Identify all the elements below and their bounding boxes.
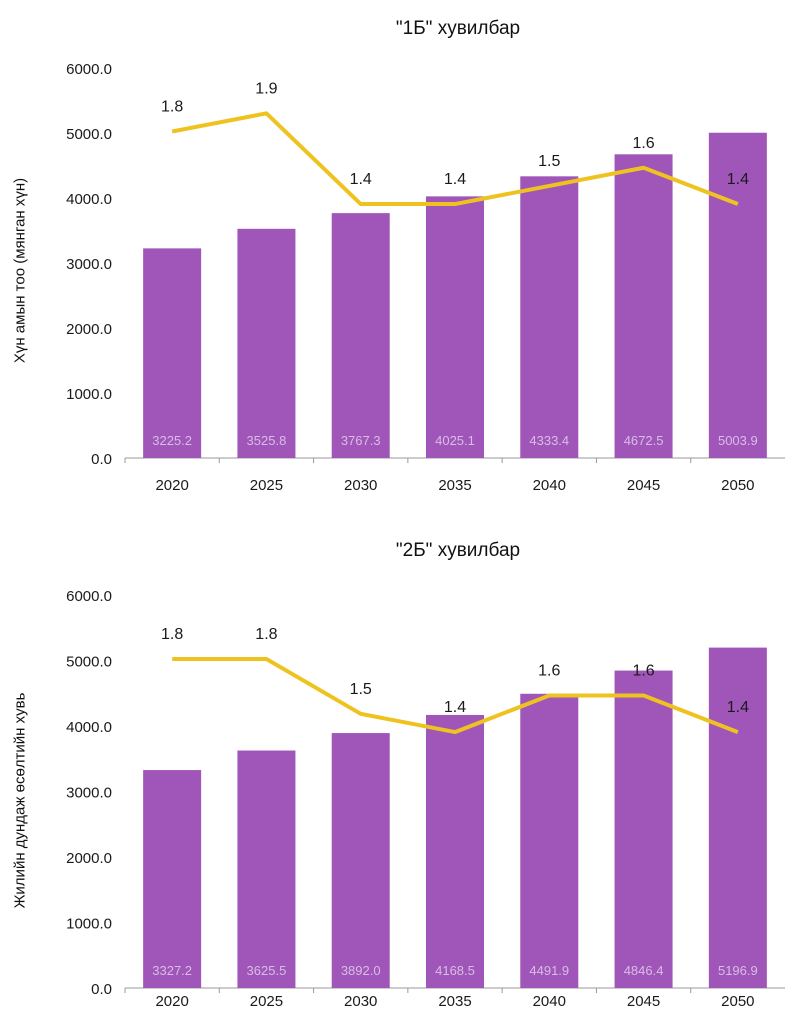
bar (143, 248, 202, 458)
growth-rate-line (172, 656, 739, 735)
bar-value-label: 4025.1 (435, 433, 475, 448)
y-tick-label: 1000.0 (66, 386, 112, 403)
bar-value-label: 3892.0 (341, 963, 381, 978)
bar-value-label: 3525.8 (247, 433, 287, 448)
x-tick-label: 2020 (155, 993, 188, 1010)
y-tick-label: 4000.0 (66, 719, 112, 736)
bar-value-label: 3767.3 (341, 433, 381, 448)
line-value-label: 1.5 (350, 681, 372, 698)
x-tick-label: 2040 (533, 477, 566, 494)
chart-1b-plot: 0.0 1000.0 2000.0 3000.0 4000.0 5000.0 6000.0 3… (66, 61, 785, 494)
bar (237, 750, 296, 988)
x-tick-label: 2035 (438, 993, 471, 1010)
y-tick-label: 0.0 (91, 981, 112, 998)
x-tick-label: 2030 (344, 993, 377, 1010)
y-tick-label: 3000.0 (66, 256, 112, 273)
bar (331, 733, 390, 988)
x-tick-label: 2050 (721, 993, 754, 1010)
line-value-label: 1.9 (255, 80, 277, 97)
y-tick-label: 1000.0 (66, 916, 112, 933)
bar (614, 670, 673, 988)
line-value-label: 1.4 (350, 171, 372, 188)
growth-rate-line (171, 111, 739, 207)
x-tick-label: 2045 (627, 477, 660, 494)
y-tick-label: 2000.0 (66, 850, 112, 867)
bar (520, 176, 579, 459)
bar (237, 228, 296, 458)
y-tick-label: 5000.0 (66, 654, 112, 671)
x-tick-label: 2040 (533, 993, 566, 1010)
bar-value-label: 4333.4 (529, 433, 569, 448)
chart-1b: "1Б" хувилбар Хүн амын тоо (мянган хүн) … (0, 0, 786, 500)
line-value-label: 1.8 (255, 626, 277, 643)
x-tick-label: 2045 (627, 993, 660, 1010)
bar-value-label: 4672.5 (624, 433, 664, 448)
y-tick-label: 2000.0 (66, 321, 112, 338)
x-tick-label: 2025 (250, 477, 283, 494)
line-value-label: 1.4 (727, 699, 749, 716)
line-value-label: 1.4 (444, 699, 466, 716)
x-tick-label: 2030 (344, 477, 377, 494)
line-value-label: 1.4 (444, 171, 466, 188)
line-value-label: 1.6 (632, 135, 654, 152)
bar-value-label: 5196.9 (718, 963, 758, 978)
line-value-label: 1.4 (727, 171, 749, 188)
bar-value-label: 4846.4 (624, 963, 664, 978)
y-tick-label: 0.0 (91, 451, 112, 468)
x-tick-label: 2050 (721, 477, 754, 494)
bar (426, 196, 484, 458)
chart-2b-plot: 0.0 1000.0 2000.0 3000.0 4000.0 5000.0 6000.0 3… (66, 588, 785, 1010)
bar (331, 213, 390, 458)
chart-2b: "2Б" хувилбар Жилийн дундаж өсөлтийн хув… (0, 530, 786, 1015)
line-value-label: 1.8 (161, 626, 183, 643)
bar (520, 693, 579, 988)
bar-value-label: 3327.2 (152, 963, 192, 978)
line-value-label: 1.6 (632, 663, 654, 680)
y-tick-label: 4000.0 (66, 191, 112, 208)
line-value-label: 1.6 (538, 663, 560, 680)
x-tick-label: 2025 (250, 993, 283, 1010)
line-value-label: 1.8 (161, 98, 183, 115)
bar (708, 647, 767, 988)
y-tick-label: 6000.0 (66, 61, 112, 78)
bar (708, 132, 767, 458)
bar (143, 770, 202, 988)
y-tick-label: 6000.0 (66, 588, 112, 605)
bar-value-label: 3225.2 (152, 433, 192, 448)
bar-value-label: 4168.5 (435, 963, 475, 978)
chart-title: "2Б" хувилбар (395, 540, 521, 561)
y-tick-label: 5000.0 (66, 126, 112, 143)
bar-value-label: 5003.9 (718, 433, 758, 448)
bar-value-label: 4491.9 (529, 963, 569, 978)
x-tick-label: 2020 (155, 477, 188, 494)
line-value-label: 1.5 (538, 153, 560, 170)
y-tick-label: 3000.0 (66, 785, 112, 802)
chart-title: "1Б" хувилбар (395, 18, 521, 39)
bar-value-label: 3625.5 (247, 963, 287, 978)
bar (426, 714, 484, 988)
bar (614, 154, 673, 458)
x-tick-label: 2035 (438, 477, 471, 494)
